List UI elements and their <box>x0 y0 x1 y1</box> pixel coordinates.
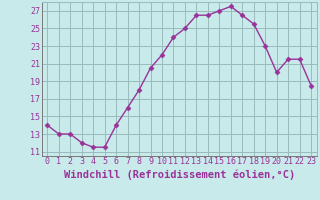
X-axis label: Windchill (Refroidissement éolien,°C): Windchill (Refroidissement éolien,°C) <box>64 169 295 180</box>
